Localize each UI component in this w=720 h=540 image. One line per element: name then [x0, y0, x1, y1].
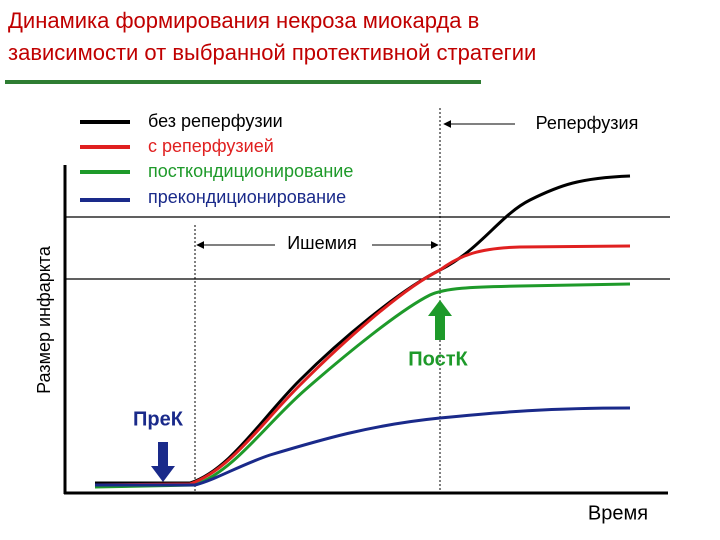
legend-label: с реперфузией — [148, 136, 274, 156]
postk-arrow — [428, 300, 452, 340]
prek-arrow — [151, 442, 175, 482]
legend-label: без реперфузии — [148, 111, 283, 131]
legend-label: прекондиционирование — [148, 187, 346, 207]
postk-label: ПостК — [408, 348, 468, 370]
title-line: зависимости от выбранной протективной ст… — [8, 40, 536, 65]
curve-preconditioning — [95, 406, 631, 487]
ischemia-label: Ишемия — [287, 233, 357, 253]
prek-label: ПреК — [133, 408, 184, 430]
x-axis-label: Время — [588, 502, 648, 524]
title-underline — [5, 80, 481, 84]
title-line: Динамика формирования некроза миокарда в — [8, 8, 479, 33]
curve-no-reperfusion — [95, 174, 631, 485]
legend-label: посткондиционирование — [148, 161, 353, 181]
curve-postconditioning — [94, 282, 631, 489]
curve-reperfusion — [94, 244, 631, 487]
y-axis-label: Размер инфаркта — [34, 245, 54, 394]
reperfusion-label: Реперфузия — [536, 113, 639, 133]
